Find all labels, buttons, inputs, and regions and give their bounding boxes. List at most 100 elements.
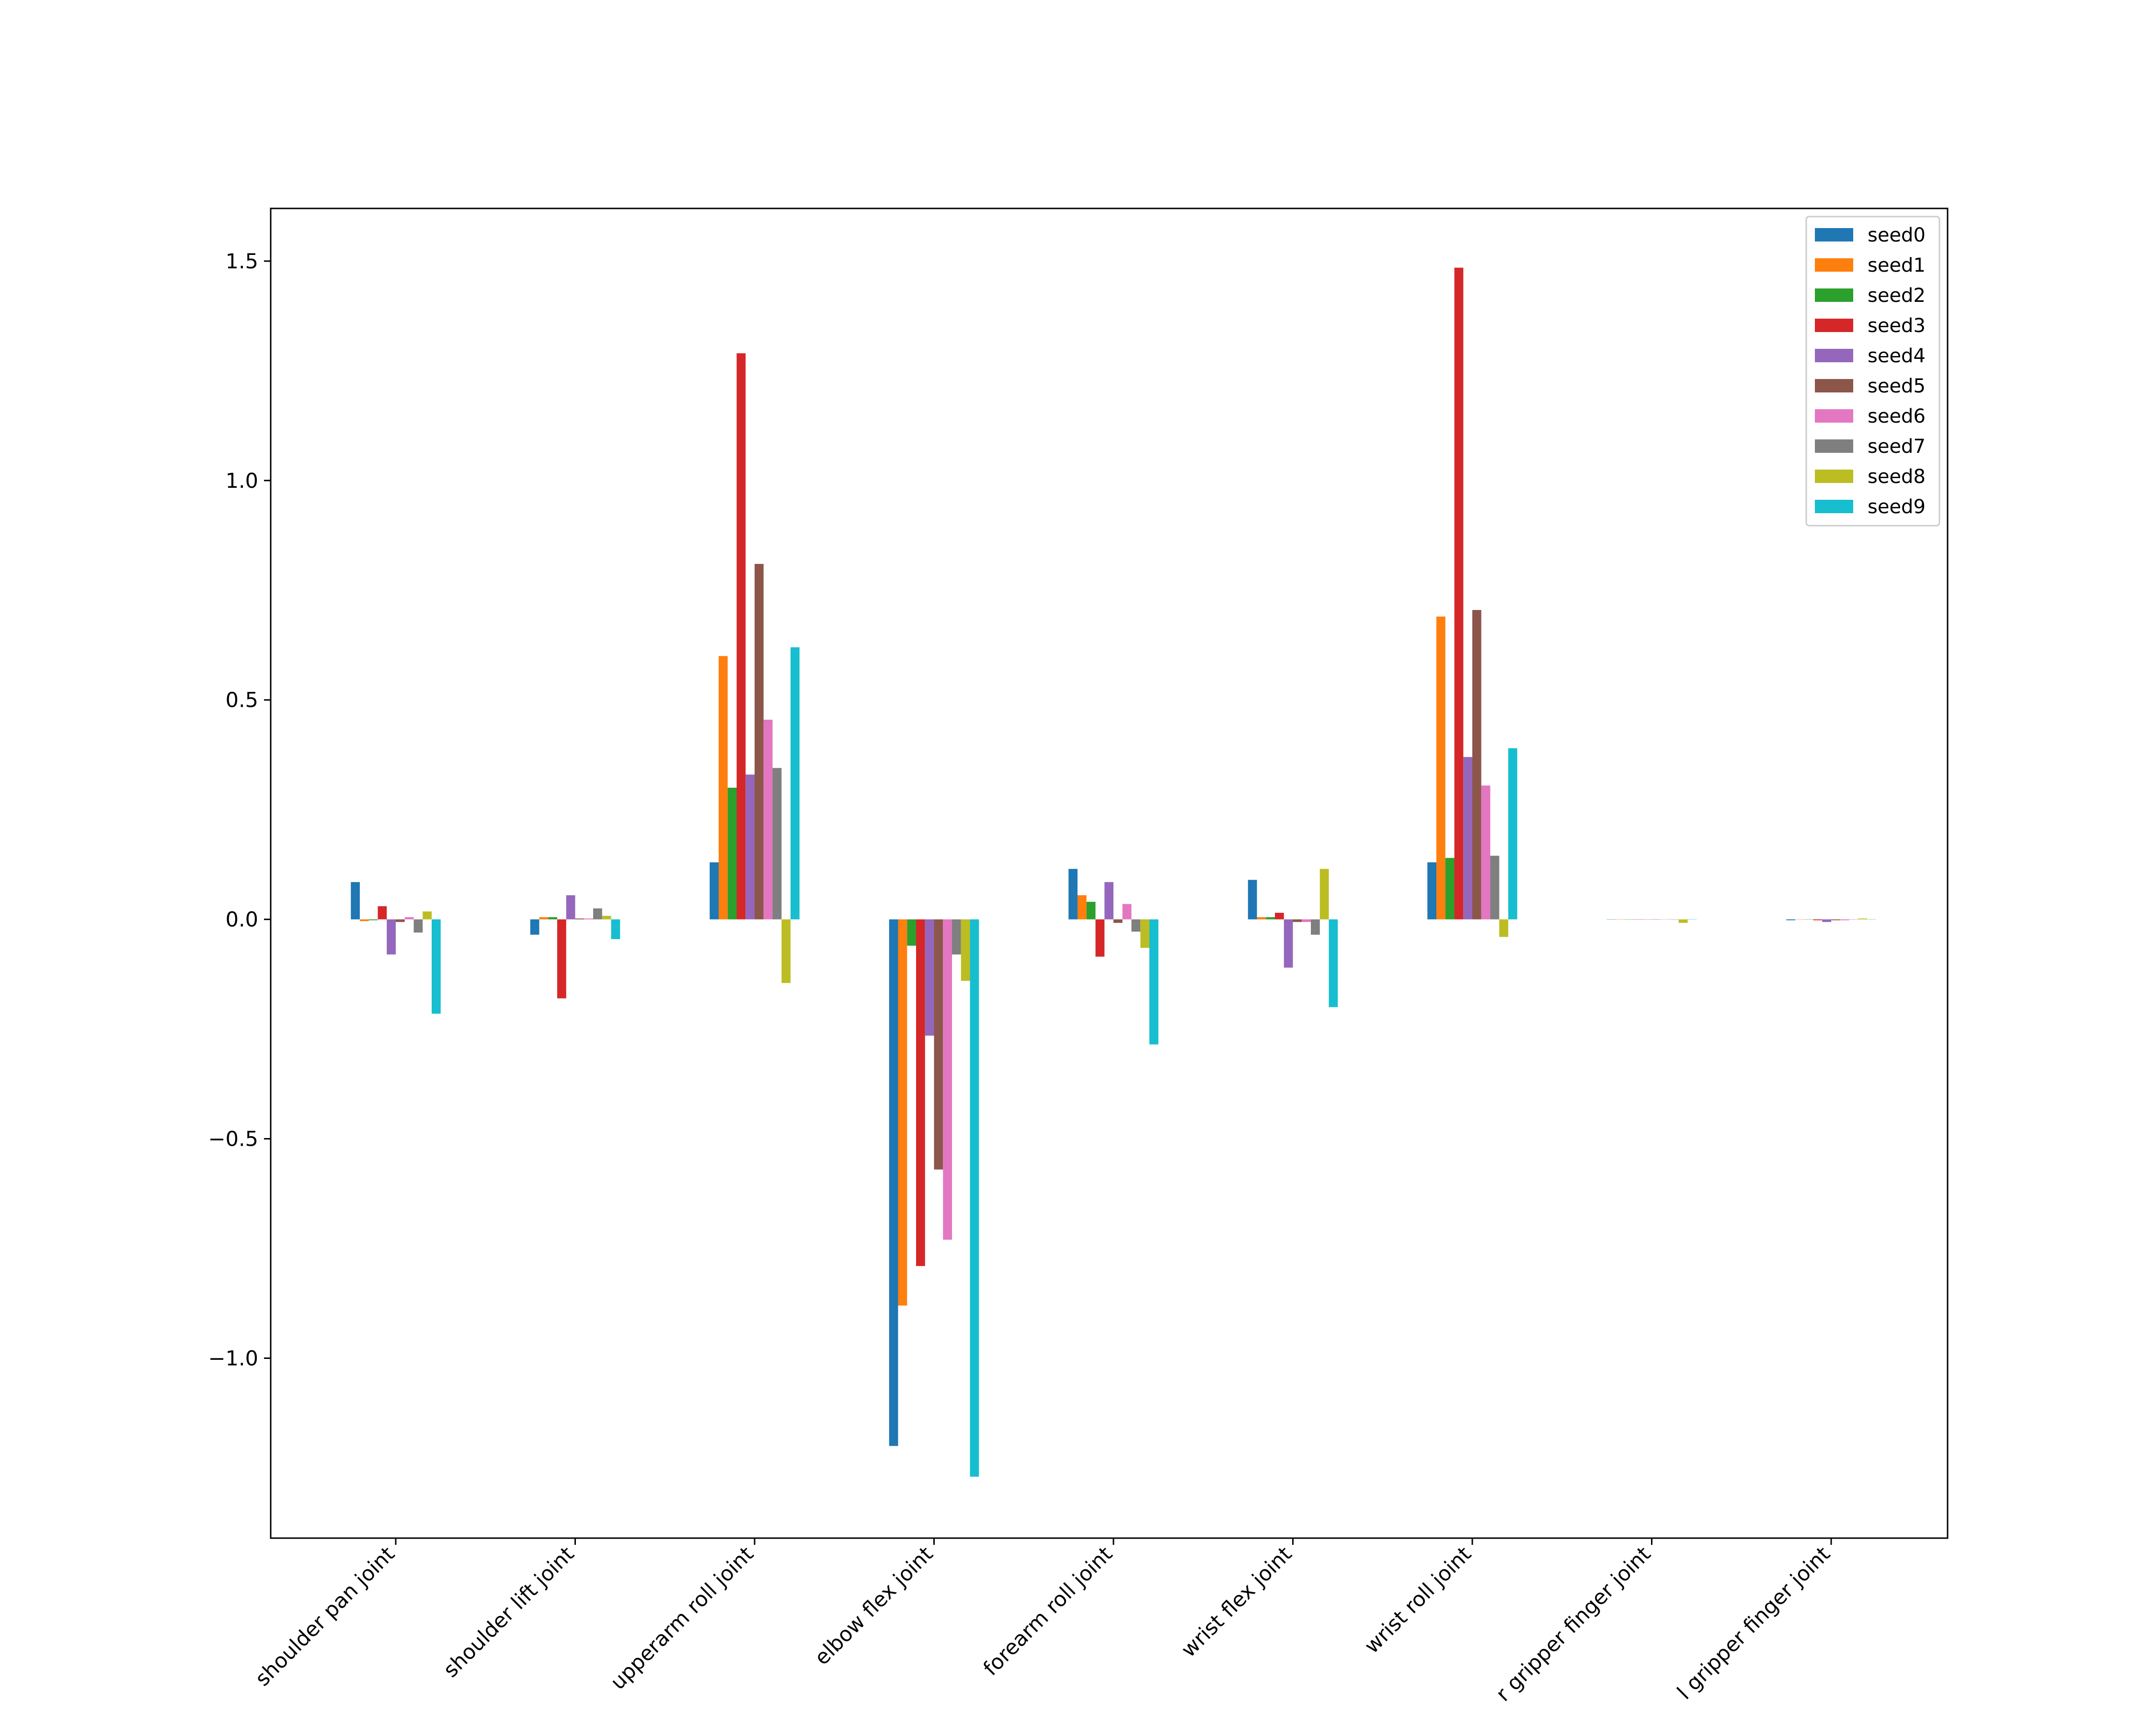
bar-seed4-4 [1104,882,1113,920]
bar-seed0-0 [351,882,360,920]
bar-seed3-2 [736,353,746,920]
legend-swatch-seed0 [1815,228,1853,242]
legend-swatch-seed9 [1815,500,1853,513]
bar-seed6-1 [584,918,593,920]
bar-seed1-3 [898,919,907,1306]
bar-seed7-6 [1490,855,1500,920]
bar-seed5-3 [934,919,943,1170]
legend-swatch-seed1 [1815,258,1853,272]
bar-seed3-3 [916,919,925,1266]
bar-seed5-5 [1293,919,1302,922]
bar-seed7-3 [952,919,961,954]
bar-seed6-4 [1122,904,1132,920]
x-tick-label: upperarm roll joint [606,1542,758,1694]
bar-seed2-6 [1445,858,1455,920]
legend-label-seed4: seed4 [1868,345,1926,367]
bar-seed7-5 [1311,919,1320,935]
plot-frame [270,207,1949,1539]
bar-seed9-3 [970,919,979,1477]
bar-seed0-4 [1068,869,1078,920]
legend-swatch-seed5 [1815,379,1853,392]
x-tick-label: wrist flex joint [1177,1542,1296,1662]
y-tick-label: −0.5 [208,1127,258,1151]
bar-seed7-4 [1131,919,1141,932]
bars-group [351,267,1876,1477]
bar-seed8-6 [1499,919,1508,937]
legend-swatch-seed3 [1815,319,1853,332]
legend-label-seed0: seed0 [1868,224,1926,246]
bar-seed7-0 [413,919,423,933]
bar-seed4-0 [387,919,396,954]
bar-seed9-1 [611,919,620,939]
bar-seed1-2 [719,656,728,920]
bar-seed1-5 [1257,917,1266,920]
legend-label-seed3: seed3 [1868,315,1926,337]
bar-seed6-5 [1302,919,1311,922]
bar-seed4-8 [1822,919,1831,922]
bar-seed9-4 [1149,919,1158,1045]
legend-label-seed9: seed9 [1868,496,1926,518]
legend-label-seed1: seed1 [1868,254,1926,276]
bar-seed0-1 [530,919,539,935]
x-tick-label: elbow flex joint [810,1542,938,1670]
x-tick-label: wrist roll joint [1360,1542,1476,1658]
y-tick-label: 0.5 [226,689,258,713]
bar-seed8-1 [602,916,611,920]
bar-seed6-0 [404,917,414,920]
bar-seed8-5 [1319,869,1329,920]
y-tick-label: 1.0 [226,469,258,493]
bar-seed8-8 [1858,918,1867,920]
bar-seed2-3 [907,919,916,946]
bar-seed2-2 [727,787,737,920]
bar-seed6-6 [1481,785,1491,920]
bar-seed6-3 [943,919,952,1240]
legend-swatch-seed8 [1815,470,1853,483]
x-tick-label: r gripper finger joint [1491,1542,1656,1706]
axes-group: −1.0 −0.5 0.0 0.5 1.0 1.5 shoulder pan joint sh… [208,207,1949,1706]
legend: seed0 seed1 seed2 seed3 seed4 seed5 seed6 seed7… [1805,216,1940,527]
legend-swatch-seed4 [1815,349,1853,362]
legend-label-seed7: seed7 [1868,436,1926,458]
legend-label-seed6: seed6 [1868,405,1926,427]
bar-seed4-5 [1284,919,1293,968]
bar-seed8-2 [781,919,791,983]
x-tick-label: forearm roll joint [979,1542,1117,1680]
x-tick-label: l gripper finger joint [1673,1542,1835,1704]
bar-seed9-2 [791,647,800,920]
bar-seed4-2 [745,774,755,920]
bar-seed1-4 [1078,895,1087,920]
bar-seed8-3 [961,919,970,981]
y-tick-label: 1.5 [226,250,258,274]
y-tick-label: −1.0 [208,1347,258,1371]
bar-seed3-5 [1275,912,1284,920]
bar-seed5-2 [755,564,764,920]
legend-label-seed5: seed5 [1868,375,1926,397]
bar-seed1-6 [1436,616,1445,920]
bar-seed0-5 [1248,880,1257,920]
bar-seed0-3 [889,919,898,1446]
bar-seed8-4 [1140,919,1149,948]
bar-seed5-0 [396,919,405,922]
legend-label-seed8: seed8 [1868,466,1926,488]
bar-seed9-6 [1508,748,1517,920]
x-tick-label: shoulder pan joint [251,1542,400,1691]
bar-seed2-1 [548,917,557,920]
bar-seed3-0 [378,906,387,920]
x-tick-label: shoulder lift joint [439,1542,579,1682]
bar-seed9-0 [432,919,441,1014]
bar-seed0-2 [710,862,719,920]
bar-seed4-6 [1463,757,1472,920]
bar-seed2-4 [1086,902,1096,920]
bar-seed5-6 [1472,610,1481,920]
bar-seed3-6 [1454,267,1464,920]
legend-label-seed2: seed2 [1868,285,1926,307]
legend-swatch-seed2 [1815,288,1853,302]
bar-seed7-1 [593,908,602,920]
legend-swatch-seed6 [1815,409,1853,423]
y-tick-label: 0.0 [226,908,258,932]
bar-seed1-0 [360,919,369,921]
bar-seed1-1 [539,917,549,920]
bar-seed4-3 [925,919,934,1036]
bar-seed3-1 [557,919,566,999]
